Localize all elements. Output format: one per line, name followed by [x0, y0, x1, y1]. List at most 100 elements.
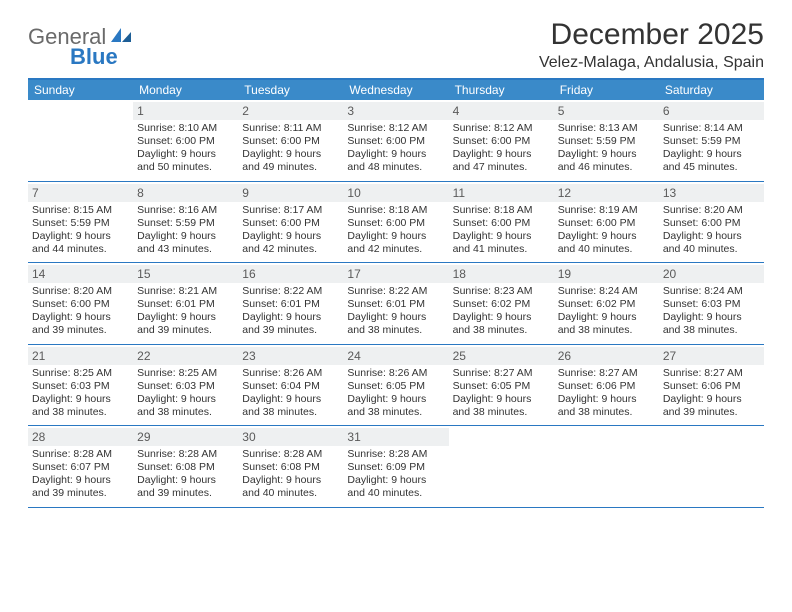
day-info: Sunrise: 8:12 AMSunset: 6:00 PMDaylight:…	[453, 122, 550, 175]
title-block: December 2025 Velez-Malaga, Andalusia, S…	[539, 18, 764, 72]
day-number: 28	[28, 428, 133, 446]
sunrise-text: Sunrise: 8:27 AM	[453, 367, 550, 380]
dow-thursday: Thursday	[449, 80, 554, 100]
sunset-text: Sunset: 6:04 PM	[242, 380, 339, 393]
day-info: Sunrise: 8:28 AMSunset: 6:08 PMDaylight:…	[137, 448, 234, 501]
sunrise-text: Sunrise: 8:25 AM	[32, 367, 129, 380]
sunset-text: Sunset: 6:00 PM	[558, 217, 655, 230]
daylight-text: Daylight: 9 hours and 46 minutes.	[558, 148, 655, 174]
day-cell: 24Sunrise: 8:26 AMSunset: 6:05 PMDayligh…	[343, 345, 448, 426]
daylight-text: Daylight: 9 hours and 40 minutes.	[347, 474, 444, 500]
logo-sail-icon	[109, 26, 133, 44]
sunrise-text: Sunrise: 8:20 AM	[32, 285, 129, 298]
day-info: Sunrise: 8:17 AMSunset: 6:00 PMDaylight:…	[242, 204, 339, 257]
day-cell: 10Sunrise: 8:18 AMSunset: 6:00 PMDayligh…	[343, 182, 448, 263]
day-cell: 27Sunrise: 8:27 AMSunset: 6:06 PMDayligh…	[659, 345, 764, 426]
day-cell: 18Sunrise: 8:23 AMSunset: 6:02 PMDayligh…	[449, 263, 554, 344]
day-cell: 26 Sunrise: 8:27 AMSunset: 6:06 PMDayligh…	[554, 345, 659, 426]
dow-saturday: Saturday	[659, 80, 764, 100]
sunset-text: Sunset: 6:07 PM	[32, 461, 129, 474]
sunset-text: Sunset: 6:02 PM	[453, 298, 550, 311]
day-number: 6	[659, 102, 764, 120]
day-cell: 29Sunrise: 8:28 AMSunset: 6:08 PMDayligh…	[133, 426, 238, 507]
daylight-text: Daylight: 9 hours and 42 minutes.	[347, 230, 444, 256]
day-cell: 2Sunrise: 8:11 AMSunset: 6:00 PMDaylight…	[238, 100, 343, 181]
sunset-text: Sunset: 6:06 PM	[663, 380, 760, 393]
daylight-text: Daylight: 9 hours and 38 minutes.	[663, 311, 760, 337]
calendar-page: General Blue December 2025 Velez-Malaga,…	[0, 0, 792, 518]
sunrise-text: Sunrise: 8:28 AM	[137, 448, 234, 461]
logo-text: General Blue	[28, 24, 133, 68]
day-cell: 4 Sunrise: 8:12 AMSunset: 6:00 PMDaylight…	[449, 100, 554, 181]
day-cell: 14Sunrise: 8:20 AMSunset: 6:00 PMDayligh…	[28, 263, 133, 344]
day-info: Sunrise: 8:25 AMSunset: 6:03 PMDaylight:…	[137, 367, 234, 420]
sunset-text: Sunset: 6:00 PM	[453, 217, 550, 230]
daylight-text: Daylight: 9 hours and 42 minutes.	[242, 230, 339, 256]
day-number: 9	[238, 184, 343, 202]
sunset-text: Sunset: 5:59 PM	[137, 217, 234, 230]
day-info: Sunrise: 8:11 AMSunset: 6:00 PMDaylight:…	[242, 122, 339, 175]
day-cell: 1Sunrise: 8:10 AMSunset: 6:00 PMDaylight…	[133, 100, 238, 181]
sunrise-text: Sunrise: 8:24 AM	[663, 285, 760, 298]
daylight-text: Daylight: 9 hours and 39 minutes.	[242, 311, 339, 337]
sunset-text: Sunset: 6:01 PM	[347, 298, 444, 311]
day-number: 17	[343, 265, 448, 283]
dow-monday: Monday	[133, 80, 238, 100]
day-number: 19	[554, 265, 659, 283]
sunrise-text: Sunrise: 8:22 AM	[242, 285, 339, 298]
daylight-text: Daylight: 9 hours and 38 minutes.	[558, 311, 655, 337]
weeks-container: 1Sunrise: 8:10 AMSunset: 6:00 PMDaylight…	[28, 100, 764, 508]
day-number: 13	[659, 184, 764, 202]
sunrise-text: Sunrise: 8:22 AM	[347, 285, 444, 298]
day-cell: 21Sunrise: 8:25 AMSunset: 6:03 PMDayligh…	[28, 345, 133, 426]
day-cell: 13Sunrise: 8:20 AMSunset: 6:00 PMDayligh…	[659, 182, 764, 263]
sunset-text: Sunset: 6:05 PM	[347, 380, 444, 393]
sunset-text: Sunset: 6:00 PM	[137, 135, 234, 148]
day-info: Sunrise: 8:24 AMSunset: 6:02 PMDaylight:…	[558, 285, 655, 338]
sunrise-text: Sunrise: 8:28 AM	[32, 448, 129, 461]
dow-wednesday: Wednesday	[343, 80, 448, 100]
calendar-grid: Sunday Monday Tuesday Wednesday Thursday…	[28, 78, 764, 508]
day-cell	[659, 426, 764, 507]
day-info: Sunrise: 8:22 AMSunset: 6:01 PMDaylight:…	[347, 285, 444, 338]
day-number: 22	[133, 347, 238, 365]
day-info: Sunrise: 8:28 AMSunset: 6:07 PMDaylight:…	[32, 448, 129, 501]
day-number: 24	[343, 347, 448, 365]
sunrise-text: Sunrise: 8:27 AM	[558, 367, 655, 380]
sunset-text: Sunset: 6:01 PM	[137, 298, 234, 311]
day-info: Sunrise: 8:28 AMSunset: 6:08 PMDaylight:…	[242, 448, 339, 501]
sunrise-text: Sunrise: 8:21 AM	[137, 285, 234, 298]
sunrise-text: Sunrise: 8:28 AM	[242, 448, 339, 461]
sunset-text: Sunset: 6:05 PM	[453, 380, 550, 393]
day-cell: 9 Sunrise: 8:17 AMSunset: 6:00 PMDaylight…	[238, 182, 343, 263]
daylight-text: Daylight: 9 hours and 39 minutes.	[137, 311, 234, 337]
sunrise-text: Sunrise: 8:28 AM	[347, 448, 444, 461]
sunrise-text: Sunrise: 8:11 AM	[242, 122, 339, 135]
day-cell: 15 Sunrise: 8:21 AMSunset: 6:01 PMDayligh…	[133, 263, 238, 344]
day-cell: 7Sunrise: 8:15 AMSunset: 5:59 PMDaylight…	[28, 182, 133, 263]
sunset-text: Sunset: 6:02 PM	[558, 298, 655, 311]
sunrise-text: Sunrise: 8:12 AM	[453, 122, 550, 135]
sunset-text: Sunset: 6:00 PM	[242, 217, 339, 230]
sunrise-text: Sunrise: 8:27 AM	[663, 367, 760, 380]
dow-tuesday: Tuesday	[238, 80, 343, 100]
daylight-text: Daylight: 9 hours and 40 minutes.	[558, 230, 655, 256]
location-text: Velez-Malaga, Andalusia, Spain	[539, 54, 764, 72]
day-number: 26	[554, 347, 659, 365]
day-info: Sunrise: 8:27 AMSunset: 6:06 PMDaylight:…	[558, 367, 655, 420]
sunset-text: Sunset: 6:08 PM	[242, 461, 339, 474]
sunrise-text: Sunrise: 8:26 AM	[347, 367, 444, 380]
day-info: Sunrise: 8:24 AMSunset: 6:03 PMDaylight:…	[663, 285, 760, 338]
sunrise-text: Sunrise: 8:17 AM	[242, 204, 339, 217]
dow-sunday: Sunday	[28, 80, 133, 100]
day-cell: 19 Sunrise: 8:24 AMSunset: 6:02 PMDayligh…	[554, 263, 659, 344]
day-number: 4	[449, 102, 554, 120]
daylight-text: Daylight: 9 hours and 49 minutes.	[242, 148, 339, 174]
day-cell: 17 Sunrise: 8:22 AMSunset: 6:01 PMDayligh…	[343, 263, 448, 344]
sunrise-text: Sunrise: 8:18 AM	[453, 204, 550, 217]
day-info: Sunrise: 8:19 AMSunset: 6:00 PMDaylight:…	[558, 204, 655, 257]
day-info: Sunrise: 8:22 AMSunset: 6:01 PMDaylight:…	[242, 285, 339, 338]
sunrise-text: Sunrise: 8:25 AM	[137, 367, 234, 380]
day-number: 16	[238, 265, 343, 283]
day-number: 15	[133, 265, 238, 283]
